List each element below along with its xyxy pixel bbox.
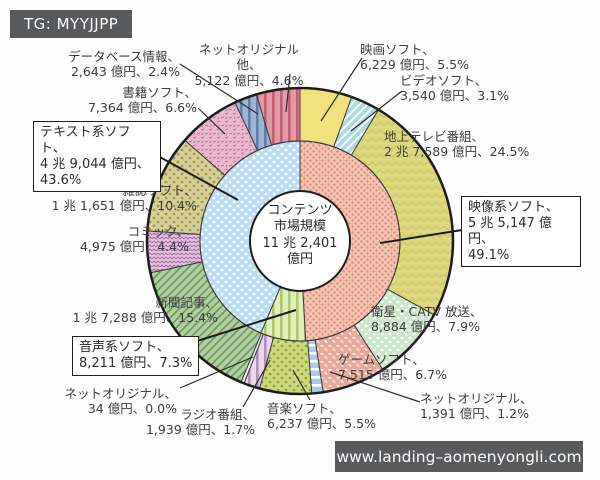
leader-lines (146, 57, 463, 408)
watermark-bottom-badge: www.landing–aomenyongli.com (335, 441, 583, 472)
label-terrestrial-tv: 地上テレビ番組、 2 兆 7,589 億円、24.5% (384, 129, 530, 160)
label-radio: ラジオ番組、 1,939 億円、1.7% (145, 407, 255, 438)
label-net-original-audio: ネットオリジナル、 34 億円、0.0% (64, 386, 177, 417)
label-music-soft: 音楽ソフト、 6,237 億円、5.5% (267, 401, 377, 432)
box-label-video-group: 映像系ソフト、 5 兆 5,147 億円、 49.1% (461, 196, 581, 268)
box-label-audio-group: 音声系ソフト、 8,211 億円、7.3% (72, 336, 200, 376)
donut-outer-ring (146, 87, 454, 395)
donut-center-label: コンテンツ 市場規模 11 兆 2,401 億円 (262, 203, 338, 267)
label-net-original-video: ネットオリジナル、 1,391 億円、1.2% (420, 391, 533, 422)
box-label-text-group: テキスト系ソフト、 4 兆 9,044 億円、 43.6% (33, 121, 161, 193)
label-satellite-catv: 衛星・CATV 放送、 8,884 億円、7.9% (371, 304, 483, 335)
label-net-original-other: ネットオリジナル他、 5,122 億円、4.6% (194, 42, 304, 88)
label-newspaper: 新聞記事、 1 兆 7,288 億円、15.4% (72, 295, 218, 326)
watermark-top-badge: TG: MYYJJPP (10, 10, 133, 38)
label-video-soft: ビデオソフト、 3,540 億円、3.1% (400, 73, 510, 104)
label-database-info: データベース情報、 2,643 億円、2.4% (68, 49, 180, 80)
label-book-soft: 書籍ソフト、 7,364 億円、6.6% (87, 85, 197, 116)
label-movie-soft: 映画ソフト、 6,229 億円、5.5% (360, 42, 470, 73)
donut-outlines (145, 86, 455, 396)
label-game-soft: ゲームソフト、 7,515 億円、6.7% (338, 352, 448, 383)
label-comic: コミック、 4,975 億円、4.4% (79, 224, 189, 255)
